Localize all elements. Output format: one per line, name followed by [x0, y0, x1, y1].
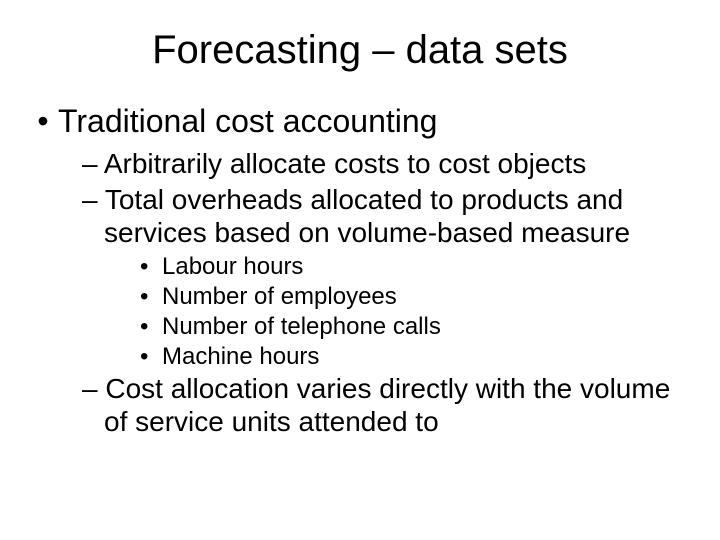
bullet-level1: •Traditional cost accounting	[28, 101, 692, 141]
bullet-icon: •	[140, 342, 162, 372]
bullet-text: Labour hours	[162, 253, 303, 280]
slide-title: Forecasting – data sets	[0, 0, 720, 83]
bullet-level2: – Cost allocation varies directly with t…	[82, 372, 692, 439]
bullet-icon: •	[140, 312, 162, 342]
bullet-level2: – Arbitrarily allocate costs to cost obj…	[82, 147, 692, 181]
bullet-level3: •Labour hours	[140, 252, 692, 282]
bullet-icon: •	[140, 282, 162, 312]
slide-body: •Traditional cost accounting – Arbitrari…	[0, 83, 720, 439]
bullet-text: Arbitrarily allocate costs to cost objec…	[104, 148, 586, 179]
bullet-level3: •Number of employees	[140, 282, 692, 312]
bullet-level3: •Machine hours	[140, 342, 692, 372]
bullet-text: Machine hours	[162, 343, 319, 370]
slide: Forecasting – data sets •Traditional cos…	[0, 0, 720, 540]
dash-icon: –	[82, 148, 98, 179]
bullet-icon: •	[28, 101, 58, 141]
dash-icon: –	[82, 373, 98, 404]
bullet-text: Number of telephone calls	[162, 313, 441, 340]
bullet-icon: •	[140, 252, 162, 282]
bullet-text: Traditional cost accounting	[58, 103, 437, 139]
bullet-text: Total overheads allocated to products an…	[104, 184, 630, 249]
bullet-text: Cost allocation varies directly with the…	[104, 373, 670, 438]
bullet-level2: – Total overheads allocated to products …	[82, 183, 692, 250]
dash-icon: –	[82, 184, 98, 215]
bullet-text: Number of employees	[162, 283, 397, 310]
bullet-level3: •Number of telephone calls	[140, 312, 692, 342]
